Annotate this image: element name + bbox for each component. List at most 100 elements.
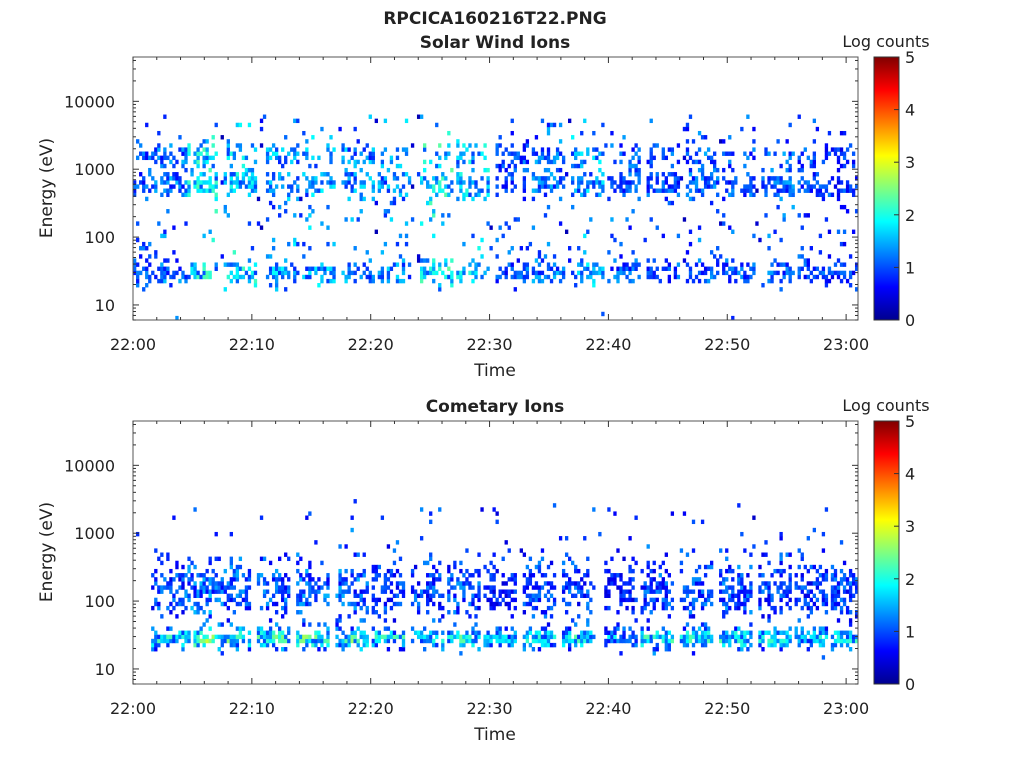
heatmap-cell xyxy=(568,626,572,631)
heatmap-cell xyxy=(546,159,551,165)
heatmap-cell xyxy=(353,605,357,611)
heatmap-cell xyxy=(486,188,490,193)
heatmap-cell xyxy=(800,184,804,189)
heatmap-cell xyxy=(574,642,578,648)
heatmap-cell xyxy=(601,180,605,185)
heatmap-cell xyxy=(540,118,545,124)
heatmap-cell xyxy=(495,638,499,644)
heatmap-cell xyxy=(504,184,508,189)
heatmap-cell xyxy=(779,237,783,243)
heatmap-cell xyxy=(253,147,258,152)
heatmap-cell xyxy=(824,634,829,640)
heatmap-cell xyxy=(226,638,230,644)
heatmap-cell xyxy=(142,180,146,185)
heatmap-cell xyxy=(688,589,693,594)
heatmap-cell xyxy=(416,114,421,119)
heatmap-cell xyxy=(142,287,146,292)
heatmap-cell xyxy=(450,270,454,276)
heatmap-cell xyxy=(610,573,614,578)
heatmap-cell xyxy=(803,213,807,218)
heatmap-cell xyxy=(510,642,514,648)
heatmap-cell xyxy=(450,258,454,263)
heatmap-cell xyxy=(166,581,170,586)
heatmap-cell xyxy=(746,172,750,177)
heatmap-cell xyxy=(540,278,545,284)
heatmap-cell xyxy=(649,118,653,124)
heatmap-cell xyxy=(235,647,240,652)
heatmap-cell xyxy=(166,180,170,185)
heatmap-cell xyxy=(622,262,626,267)
heatmap-cell xyxy=(604,642,608,648)
heatmap-cell xyxy=(836,196,841,202)
heatmap-cell xyxy=(495,278,499,284)
heatmap-cell xyxy=(495,274,499,280)
heatmap-cell xyxy=(510,151,514,156)
colorbar-label: Log counts xyxy=(842,396,929,415)
heatmap-cell xyxy=(740,573,744,578)
heatmap-cell xyxy=(531,634,536,640)
heatmap-cell xyxy=(592,270,596,276)
heatmap-cell xyxy=(646,626,650,631)
heatmap-cell xyxy=(706,589,711,594)
heatmap-cell xyxy=(271,176,276,181)
heatmap-cell xyxy=(580,585,584,590)
heatmap-cell xyxy=(495,626,499,631)
heatmap-cell xyxy=(824,626,829,631)
heatmap-cell xyxy=(244,184,249,189)
heatmap-cell xyxy=(178,135,182,140)
heatmap-cell xyxy=(314,589,318,594)
heatmap-cell xyxy=(625,274,629,280)
heatmap-cell xyxy=(595,262,599,267)
heatmap-cell xyxy=(486,642,490,648)
heatmap-cell xyxy=(160,634,164,640)
heatmap-cell xyxy=(854,585,859,590)
heatmap-cell xyxy=(812,155,817,161)
heatmap-cell xyxy=(833,577,838,582)
heatmap-cell xyxy=(652,274,656,280)
heatmap-cell xyxy=(549,188,554,193)
heatmap-cell xyxy=(438,283,442,288)
heatmap-cell xyxy=(287,585,291,590)
heatmap-cell xyxy=(166,605,170,611)
heatmap-cell xyxy=(181,610,185,615)
heatmap-cell xyxy=(767,560,771,566)
heatmap-cell xyxy=(259,126,264,132)
heatmap-cell xyxy=(314,593,318,598)
heatmap-cell xyxy=(646,258,650,263)
heatmap-cell xyxy=(812,527,817,533)
heatmap-cell xyxy=(262,642,267,648)
heatmap-cell xyxy=(779,638,783,644)
heatmap-cell xyxy=(341,577,345,582)
heatmap-cell xyxy=(471,180,475,185)
heatmap-cell xyxy=(308,270,312,276)
heatmap-cell xyxy=(278,577,282,582)
heatmap-cell xyxy=(694,638,699,644)
heatmap-cell xyxy=(205,585,209,590)
heatmap-cell xyxy=(631,278,635,284)
heatmap-cell xyxy=(386,647,391,652)
heatmap-cell xyxy=(734,180,738,185)
heatmap-cell xyxy=(679,548,684,553)
heatmap-cell xyxy=(552,573,557,578)
heatmap-cell xyxy=(785,601,789,607)
heatmap-cell xyxy=(713,274,717,280)
heatmap-cell xyxy=(265,589,270,594)
heatmap-cell xyxy=(631,209,635,214)
heatmap-cell xyxy=(513,270,517,276)
heatmap-cell xyxy=(833,147,838,152)
heatmap-cell xyxy=(471,630,475,635)
heatmap-cell xyxy=(504,601,508,607)
heatmap-cell xyxy=(574,581,578,586)
heatmap-cell xyxy=(749,564,753,570)
heatmap-cell xyxy=(157,278,161,284)
heatmap-cell xyxy=(561,560,566,566)
heatmap-cell xyxy=(531,593,536,598)
heatmap-cell xyxy=(788,278,792,284)
heatmap-cell xyxy=(815,605,820,611)
heatmap-cell xyxy=(362,589,366,594)
heatmap-cell xyxy=(737,270,741,276)
heatmap-cell xyxy=(432,564,436,570)
heatmap-cell xyxy=(610,634,614,640)
heatmap-cell xyxy=(383,573,388,578)
heatmap-cell xyxy=(848,143,853,148)
